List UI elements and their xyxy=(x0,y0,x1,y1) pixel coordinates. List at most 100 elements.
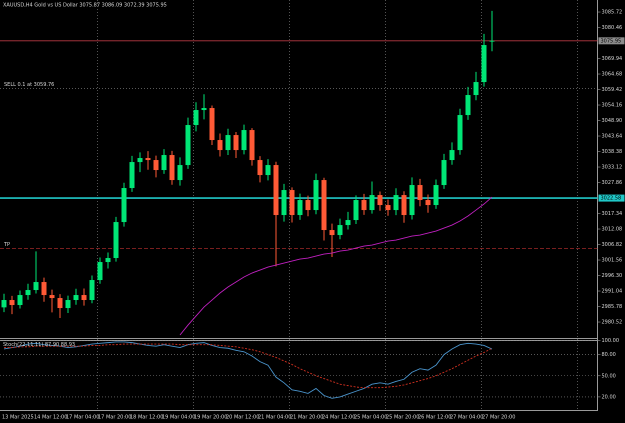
candle-body xyxy=(353,200,359,221)
y-tick-label: 20.00 xyxy=(602,394,616,400)
candle-body xyxy=(145,158,151,161)
candle-body xyxy=(97,262,103,281)
candle-body xyxy=(369,195,375,211)
candle-body xyxy=(113,222,119,259)
y-tick-label: 3085.72 xyxy=(602,10,623,16)
candle-body xyxy=(289,190,295,216)
candle-body xyxy=(345,220,351,226)
x-tick-label: 25 Mar 04:00 xyxy=(354,415,387,421)
candle-body xyxy=(105,258,111,263)
candle-body xyxy=(233,135,239,151)
chart-title: XAUUSD,H4 Gold vs US Dollar 3075.87 3086… xyxy=(3,3,167,9)
x-tick-label: 13 Mar 2025 xyxy=(2,415,34,421)
candle-body xyxy=(57,298,63,309)
candle-body xyxy=(329,230,335,236)
candle-body xyxy=(9,300,15,306)
x-tick-label: 26 Mar 12:00 xyxy=(418,415,451,421)
x-tick-label: 24 Mar 12:00 xyxy=(322,415,355,421)
candle-body xyxy=(121,188,127,223)
candle-body xyxy=(129,162,135,189)
candle-body xyxy=(137,158,143,163)
candle-body xyxy=(337,225,343,236)
y-tick-label: 2980.52 xyxy=(602,320,623,326)
x-tick-label: 27 Mar 20:00 xyxy=(482,415,515,421)
x-tick-label: 17 Mar 04:00 xyxy=(66,415,99,421)
candle-body xyxy=(425,200,431,206)
candle-body xyxy=(409,185,415,216)
candle-body xyxy=(241,130,247,151)
candle-body xyxy=(81,295,87,301)
y-tick-label: 3054.16 xyxy=(602,103,623,109)
candle-body xyxy=(393,195,399,211)
x-tick-label: 21 Mar 04:00 xyxy=(258,415,291,421)
y-tick-label: 3048.90 xyxy=(602,118,623,124)
x-tick-label: 25 Mar 20:00 xyxy=(386,415,419,421)
candle-body xyxy=(473,82,479,96)
candle-body xyxy=(313,180,319,211)
y-tick-label: 50.00 xyxy=(602,373,616,379)
stoch-line xyxy=(3,341,493,399)
candle-body xyxy=(489,40,495,42)
candle-body xyxy=(217,140,223,151)
moving-average xyxy=(179,196,493,336)
candle-body xyxy=(25,290,31,296)
y-tick-label: 3064.68 xyxy=(602,72,623,78)
candle-body xyxy=(401,195,407,216)
candle-body xyxy=(73,295,79,301)
candle-body xyxy=(169,155,175,181)
candle-body xyxy=(185,125,191,166)
candle-body xyxy=(249,130,255,161)
x-tick-label: 20 Mar 12:00 xyxy=(226,415,259,421)
candle-body xyxy=(449,150,455,161)
x-tick-label: 14 Mar 12:00 xyxy=(34,415,67,421)
y-tick-label: 2996.30 xyxy=(602,273,623,279)
y-tick-label: 3027.86 xyxy=(602,180,623,186)
tp-label: TP xyxy=(3,242,10,248)
y-tick-label: 80.00 xyxy=(602,352,616,358)
y-tick-label: 3038.38 xyxy=(602,149,623,155)
y-tick-label: 100.00 xyxy=(602,338,620,344)
y-tick-label: 2991.04 xyxy=(602,289,623,295)
candle-body xyxy=(433,185,439,206)
price-tag-label: 3022.58 xyxy=(601,196,622,202)
candle-body xyxy=(297,200,303,216)
candle-body xyxy=(385,205,391,211)
candle-body xyxy=(481,45,487,83)
candle-body xyxy=(361,200,367,211)
candle-body xyxy=(417,185,423,201)
candle-body xyxy=(177,165,183,181)
y-tick-label: 3059.42 xyxy=(602,87,623,93)
candle-body xyxy=(465,95,471,116)
x-tick-label: 19 Mar 20:00 xyxy=(194,415,227,421)
candle-body xyxy=(265,165,271,176)
y-tick-label: 3080.46 xyxy=(602,25,623,31)
candle-body xyxy=(65,300,71,309)
y-tick-label: 3001.56 xyxy=(602,258,623,264)
candle-body xyxy=(377,195,383,206)
candle-body xyxy=(225,135,231,151)
candle-body xyxy=(321,180,327,231)
price-tag xyxy=(598,194,625,202)
candle-body xyxy=(305,200,311,211)
x-tick-label: 17 Mar 20:00 xyxy=(98,415,131,421)
candle-body xyxy=(49,295,55,299)
candle-body xyxy=(161,155,167,171)
y-tick-label: 3012.08 xyxy=(602,227,623,233)
indicator-title: Stoch(22,11,11) 87.90 88.93 xyxy=(3,342,75,348)
price-tag-label: 3075.95 xyxy=(601,38,622,44)
stoch-line xyxy=(4,343,493,389)
candle-body xyxy=(201,108,207,111)
candle-body xyxy=(41,282,47,296)
candle-body xyxy=(1,300,7,308)
x-tick-label: 27 Mar 04:00 xyxy=(450,415,483,421)
candle-body xyxy=(273,165,279,216)
candle-body xyxy=(209,108,215,141)
y-tick-label: 3043.64 xyxy=(602,134,623,140)
y-tick-label: 3006.82 xyxy=(602,242,623,248)
candle-body xyxy=(17,295,23,306)
order-label: SELL 0.1 at 3059.76 xyxy=(4,82,54,88)
candle-body xyxy=(153,160,159,171)
candle-body xyxy=(457,115,463,151)
candle-body xyxy=(441,160,447,186)
